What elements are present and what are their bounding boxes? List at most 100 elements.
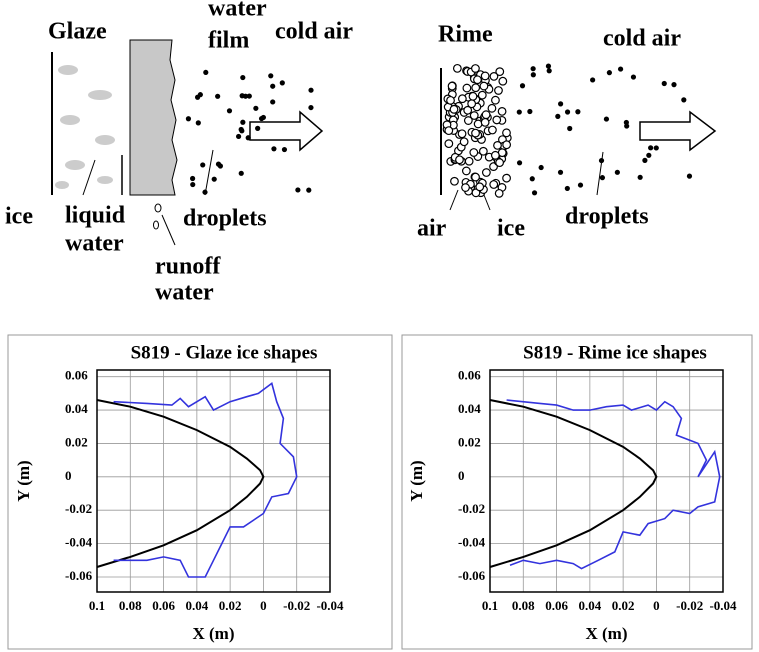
rime-ice	[476, 183, 484, 191]
x-tick-label: 0.1	[482, 598, 498, 613]
x-tick-label: 0.08	[512, 598, 535, 613]
rime-ice	[493, 116, 501, 124]
rime-ice	[445, 140, 453, 148]
ice-blobs	[55, 65, 115, 189]
y-tick-label: 0.04	[65, 401, 88, 416]
droplet	[196, 120, 201, 125]
diagram-label: air	[417, 216, 447, 242]
y-tick-label: -0.06	[65, 568, 93, 583]
rime-ice	[459, 95, 467, 103]
droplet	[308, 88, 313, 93]
y-tick-label: 0	[65, 468, 72, 483]
droplet	[600, 175, 605, 180]
droplet	[190, 182, 195, 187]
droplet	[654, 145, 659, 150]
rime-ice	[448, 82, 456, 90]
plot-frame	[490, 370, 723, 592]
diagram-title: Rime	[438, 22, 493, 48]
droplet	[615, 170, 620, 175]
droplet	[261, 115, 266, 120]
y-tick-label: -0.04	[65, 535, 93, 550]
droplet	[681, 97, 686, 102]
x-tick-label: -0.04	[709, 598, 737, 613]
rime-ice	[463, 167, 471, 175]
droplet	[270, 99, 275, 104]
rime-ice	[474, 120, 482, 128]
diagram-label: ice	[5, 204, 33, 230]
rime-ice	[472, 84, 480, 92]
droplet	[255, 126, 260, 131]
droplet	[198, 92, 203, 97]
droplet	[190, 176, 195, 181]
droplet	[607, 70, 612, 75]
droplet	[646, 153, 651, 158]
droplet	[308, 105, 313, 110]
droplet	[203, 70, 208, 75]
droplet	[567, 126, 572, 131]
droplet	[202, 190, 207, 195]
diagram-label: liquid	[65, 203, 126, 229]
droplet	[236, 134, 241, 139]
droplet	[631, 74, 636, 79]
droplet	[532, 190, 537, 195]
rime-ice	[490, 73, 498, 81]
chart-title: S819 - Glaze ice shapes	[131, 342, 318, 363]
diagram-label: droplets	[183, 206, 267, 232]
droplet	[280, 80, 285, 85]
droplet	[517, 160, 522, 165]
page: Glazecold airwaterfilmiceliquidwaterdrop…	[0, 0, 759, 652]
diagram-title: Glaze	[48, 19, 107, 45]
rime-ice	[472, 173, 480, 181]
x-tick-label: 0.06	[545, 598, 568, 613]
droplet	[527, 109, 532, 114]
droplet	[215, 94, 220, 99]
rime-ice	[445, 127, 453, 135]
droplet	[227, 108, 232, 113]
droplet	[240, 75, 245, 80]
ice-shape-line	[114, 383, 297, 577]
droplet	[565, 186, 570, 191]
x-tick-label: 0	[260, 598, 267, 613]
rime-ice	[482, 111, 490, 119]
rime-ice	[481, 72, 489, 80]
diagram-label: droplets	[565, 204, 649, 230]
droplet	[517, 109, 522, 114]
droplet	[200, 162, 205, 167]
x-tick-label: 0.02	[612, 598, 635, 613]
y-tick-label: 0.06	[65, 368, 88, 383]
air-arrow	[640, 112, 715, 150]
y-tick-label: 0.02	[458, 434, 481, 449]
x-tick-label: 0.02	[219, 598, 242, 613]
droplet	[687, 174, 692, 179]
rime-ice	[489, 126, 497, 134]
rime-ice	[480, 147, 488, 155]
droplet	[648, 145, 653, 150]
rime-ice	[465, 117, 473, 125]
x-axis-label: X (m)	[192, 624, 234, 643]
x-tick-label: -0.02	[676, 598, 703, 613]
rime-ice	[450, 106, 458, 114]
water-film	[130, 40, 177, 195]
droplet	[662, 81, 667, 86]
diagram-label: film	[208, 28, 249, 54]
y-tick-label: 0	[458, 468, 465, 483]
droplet	[558, 101, 563, 106]
x-tick-label: 0.06	[152, 598, 175, 613]
x-tick-label: 0.1	[89, 598, 105, 613]
droplet	[546, 64, 551, 69]
rime-ice	[495, 87, 503, 95]
droplet	[270, 84, 275, 89]
rime-ice	[462, 184, 470, 192]
droplet	[578, 182, 583, 187]
x-tick-label: 0.04	[185, 598, 208, 613]
droplet	[253, 106, 258, 111]
diagram-label: water	[155, 280, 214, 306]
droplet	[271, 146, 276, 151]
rime-ice	[451, 177, 459, 185]
chart-title: S819 - Rime ice shapes	[523, 342, 707, 363]
droplet	[240, 120, 245, 125]
leader	[450, 190, 458, 210]
runoff-drop	[154, 221, 159, 229]
rime-ice	[494, 142, 502, 150]
droplet	[624, 123, 629, 128]
